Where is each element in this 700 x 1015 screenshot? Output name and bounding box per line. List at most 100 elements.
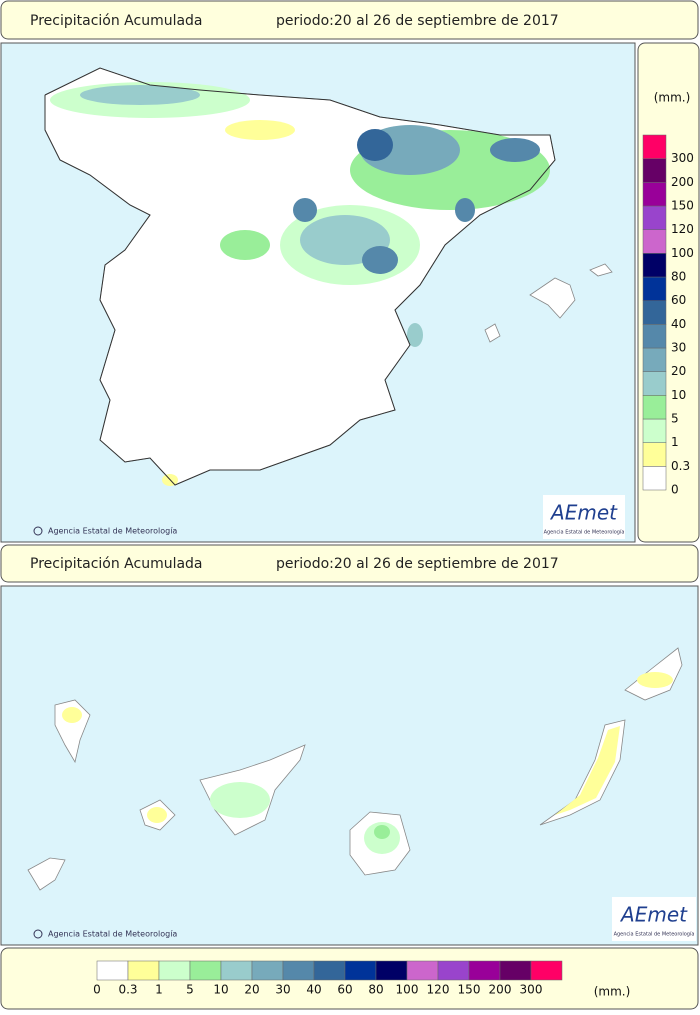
legend-unit: (mm.): [654, 91, 691, 105]
rain-area: [220, 230, 270, 260]
legend-label: 80: [368, 983, 383, 997]
legend-label: 40: [671, 317, 686, 331]
header-box: [0, 0, 699, 40]
island: [589, 263, 613, 277]
legend-swatch: [642, 253, 667, 278]
legend-label: 60: [671, 293, 686, 307]
legend-swatch: [642, 229, 667, 254]
legend-swatch: [251, 960, 284, 981]
legend-swatch: [642, 300, 667, 325]
legend-swatch: [127, 960, 160, 981]
legend-swatch: [189, 960, 222, 981]
legend-swatch: [642, 418, 667, 443]
legend-label: 80: [671, 270, 686, 284]
island: [484, 323, 501, 343]
legend-swatch: [642, 134, 667, 159]
rain-area: [147, 807, 167, 823]
legend-label: 60: [337, 983, 352, 997]
legend-swatch: [406, 960, 439, 981]
legend-unit: (mm.): [594, 985, 631, 999]
legend-swatch: [642, 158, 667, 183]
panel-period: periodo:20 al 26 de septiembre de 2017: [276, 13, 559, 29]
legend-label: 5: [186, 983, 194, 997]
legend: 0 0.3 1 5 10 20 30 40 60 80 100 120 150 200 300: [642, 134, 694, 497]
coastline: [44, 67, 556, 486]
credit: Agencia Estatal de Meteorología: [48, 930, 177, 939]
logo-subtitle: Agencia Estatal de Meteorología: [544, 529, 625, 536]
rain-area: [407, 323, 423, 347]
legend-swatch: [642, 371, 667, 396]
legend-swatch: [437, 960, 470, 981]
legend-label: 0: [671, 483, 679, 497]
copyright-icon: [33, 526, 43, 536]
logo: AEmet: [549, 501, 618, 525]
copyright-icon: [33, 929, 43, 939]
legend: 0 0.3 1 5 10 20 30 40 60 80 100 120 150 200 300: [93, 960, 563, 997]
legend-swatch: [313, 960, 346, 981]
legend-label: 300: [520, 983, 543, 997]
legend-label: 200: [489, 983, 512, 997]
legend-label: 1: [671, 435, 679, 449]
legend-swatch: [642, 276, 667, 301]
legend-label: 100: [671, 246, 694, 260]
rain-area: [225, 120, 295, 140]
legend-label: 10: [671, 388, 686, 402]
legend-label: 120: [427, 983, 450, 997]
canary-map: [27, 647, 683, 891]
legend-swatch: [642, 395, 667, 420]
legend-swatch: [530, 960, 563, 981]
legend-label: 30: [671, 341, 686, 355]
legend-label: 150: [671, 199, 694, 213]
legend-label: 1: [155, 983, 163, 997]
header-box: [0, 544, 699, 583]
rain-area: [210, 782, 270, 818]
logo-box: [543, 495, 625, 539]
panel-period: periodo:20 al 26 de septiembre de 2017: [276, 556, 559, 572]
rain-area: [80, 85, 200, 105]
logo-subtitle: Agencia Estatal de Meteorología: [614, 931, 695, 938]
legend-label: 120: [671, 222, 694, 236]
legend-label: 10: [213, 983, 228, 997]
legend-swatch: [642, 466, 667, 491]
panel-title: Precipitación Acumulada: [30, 13, 203, 29]
legend-label: 40: [306, 983, 321, 997]
rain-area: [555, 726, 620, 815]
panel-title: Precipitación Acumulada: [30, 556, 203, 572]
legend-label: 0.3: [118, 983, 137, 997]
legend-swatch: [642, 347, 667, 372]
island: [27, 857, 66, 891]
island: [529, 277, 576, 319]
legend-label: 0.3: [671, 459, 690, 473]
legend-swatch: [468, 960, 501, 981]
rain-area: [374, 825, 390, 839]
legend-label: 200: [671, 175, 694, 189]
legend-swatch: [642, 205, 667, 230]
legend-swatch: [220, 960, 253, 981]
logo-box: [612, 897, 696, 941]
map-panel: [0, 585, 699, 946]
legend-swatch: [642, 442, 667, 467]
legend-swatch: [642, 182, 667, 207]
rain-area: [490, 138, 540, 162]
rain-area: [62, 707, 82, 723]
rain-area: [637, 672, 673, 688]
legend-swatch: [282, 960, 315, 981]
legend-swatch: [158, 960, 191, 981]
legend-label: 20: [244, 983, 259, 997]
rain-area: [455, 198, 475, 222]
legend-swatch: [642, 324, 667, 349]
legend-label: 5: [671, 412, 679, 426]
legend-label: 30: [275, 983, 290, 997]
legend-swatch: [96, 960, 129, 981]
legend-swatch: [499, 960, 532, 981]
rain-area: [357, 129, 393, 161]
legend-label: 300: [671, 151, 694, 165]
peninsula-map: [44, 67, 613, 486]
credit: Agencia Estatal de Meteorología: [48, 527, 177, 536]
legend-label: 20: [671, 364, 686, 378]
legend-swatch: [344, 960, 377, 981]
logo: AEmet: [619, 903, 688, 927]
legend-swatch: [375, 960, 408, 981]
rain-area: [362, 246, 398, 274]
